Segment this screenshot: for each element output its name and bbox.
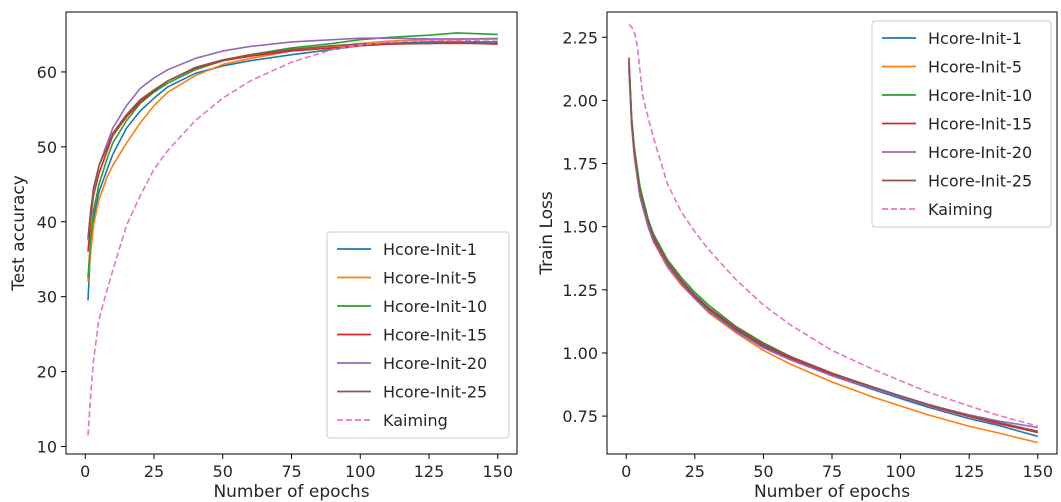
accuracy-x-tick-label-6: 150 [482,462,513,481]
loss-legend-entry-4: Hcore-Init-20 [928,143,1032,162]
accuracy-x-tick-label-5: 125 [414,462,445,481]
accuracy-series-line-3 [87,41,498,252]
test-accuracy-chart: 0 25 50 75 100 125 150 10 20 30 40 50 60 Number of ep… [9,11,518,502]
accuracy-y-tick-label-3: 40 [37,213,57,232]
loss-legend-entry-5: Hcore-Init-25 [928,172,1032,191]
loss-x-axis-label: Number of epochs [754,482,910,502]
train-loss-chart: 0 25 50 75 100 125 150 0.75 1.00 1.25 1.50 1.75 2.00… [537,11,1058,502]
accuracy-y-tick-label-0: 10 [37,438,57,457]
loss-legend-entry-1: Hcore-Init-5 [928,58,1022,77]
loss-legend-entry-3: Hcore-Init-15 [928,115,1032,134]
accuracy-x-tick-label-4: 100 [345,462,376,481]
accuracy-x-tick-label-2: 50 [213,462,233,481]
loss-y-tick-label-6: 2.25 [562,28,598,47]
accuracy-x-tick-label-1: 25 [144,462,164,481]
loss-x-tick-label-5: 125 [954,462,985,481]
accuracy-y-tick-label-5: 60 [37,63,57,82]
accuracy-legend-entry-2: Hcore-Init-10 [383,297,487,316]
accuracy-legend-box [326,231,510,439]
loss-y-tick-label-4: 1.75 [562,155,598,174]
accuracy-y-tick-label-1: 20 [37,363,57,382]
accuracy-y-axis-label: Test accuracy [9,175,29,292]
accuracy-x-tick-label-3: 75 [281,462,301,481]
loss-x-tick-label-3: 75 [822,462,842,481]
accuracy-x-tick-label-0: 0 [80,462,90,481]
loss-x-tick-label-2: 50 [753,462,773,481]
accuracy-y-tick-label-2: 30 [37,288,57,307]
loss-x-tick-label-1: 25 [685,462,705,481]
loss-legend-entry-0: Hcore-Init-1 [928,29,1022,48]
loss-y-tick-label-3: 1.50 [562,218,598,237]
accuracy-legend-entry-4: Hcore-Init-20 [383,354,487,373]
accuracy-y-tick-label-4: 50 [37,138,57,157]
loss-y-tick-label-5: 2.00 [562,91,598,110]
loss-y-tick-label-1: 1.00 [562,344,598,363]
accuracy-legend-entry-0: Hcore-Init-1 [383,240,477,259]
loss-legend: Hcore-Init-1 Hcore-Init-5 Hcore-Init-10 Hco… [871,20,1052,228]
loss-y-axis-label: Train Loss [537,191,557,276]
loss-y-tick-label-2: 1.25 [562,281,598,300]
accuracy-series-line-6 [87,38,498,436]
loss-legend-entry-6: Kaiming [928,200,993,219]
accuracy-legend: Hcore-Init-1 Hcore-Init-5 Hcore-Init-10 Hco… [326,231,510,439]
loss-x-tick-label-6: 150 [1023,462,1054,481]
accuracy-legend-entry-6: Kaiming [383,411,448,430]
loss-x-tick-label-0: 0 [621,462,631,481]
accuracy-series-line-1 [87,37,498,282]
accuracy-x-axis-label: Number of epochs [213,482,369,502]
accuracy-legend-entry-3: Hcore-Init-15 [383,326,487,345]
loss-legend-box [871,20,1052,228]
accuracy-series-line-4 [87,37,498,241]
accuracy-series-line-5 [87,42,498,239]
loss-y-tick-label-0: 0.75 [562,407,598,426]
loss-series-line-5 [628,57,1038,433]
accuracy-legend-entry-1: Hcore-Init-5 [383,269,477,288]
loss-x-tick-label-4: 100 [885,462,916,481]
accuracy-legend-entry-5: Hcore-Init-25 [383,383,487,402]
loss-legend-entry-2: Hcore-Init-10 [928,86,1032,105]
